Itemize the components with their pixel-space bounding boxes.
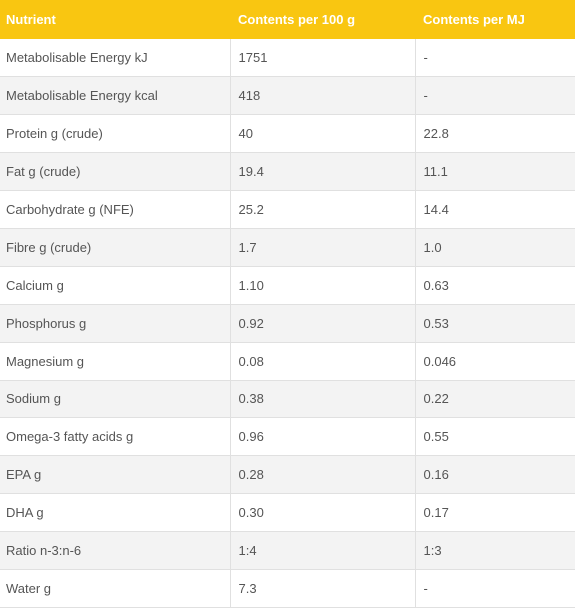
cell-per-mj: 0.22: [415, 380, 575, 419]
table-row: Fat g (crude) 19.4 11.1: [0, 152, 575, 192]
table-row: Ratio n-3:n-6 1:4 1:3: [0, 531, 575, 570]
cell-per-mj: -: [415, 39, 575, 78]
cell-per-100g: 418: [230, 76, 416, 116]
cell-nutrient: Sodium g: [0, 380, 231, 419]
cell-per-100g: 1:4: [230, 531, 416, 570]
table-row: Water g 7.3 -: [0, 569, 575, 608]
table-row: Carbohydrate g (NFE) 25.2 14.4: [0, 190, 575, 229]
cell-nutrient: Ratio n-3:n-6: [0, 531, 231, 570]
cell-per-100g: 0.30: [230, 493, 416, 533]
table-row: Protein g (crude) 40 22.8: [0, 114, 575, 154]
cell-nutrient: Calcium g: [0, 266, 231, 305]
table-row: Fibre g (crude) 1.7 1.0: [0, 228, 575, 267]
cell-per-mj: 0.17: [415, 493, 575, 533]
table-body: Metabolisable Energy kJ 1751 - Metabolis…: [0, 39, 575, 608]
cell-per-100g: 19.4: [230, 152, 416, 192]
cell-nutrient: Metabolisable Energy kcal: [0, 76, 231, 116]
cell-per-100g: 7.3: [230, 569, 416, 608]
header-per-mj: Contents per MJ: [423, 12, 525, 27]
cell-per-100g: 40: [230, 114, 416, 154]
cell-per-mj: 0.63: [415, 266, 575, 305]
header-per-100g: Contents per 100 g: [238, 12, 356, 27]
cell-nutrient: Phosphorus g: [0, 304, 231, 343]
cell-per-mj: 0.16: [415, 455, 575, 495]
cell-per-mj: 0.046: [415, 342, 575, 381]
cell-per-mj: 11.1: [415, 152, 575, 192]
cell-per-100g: 0.08: [230, 342, 416, 381]
table-row: Sodium g 0.38 0.22: [0, 380, 575, 419]
cell-per-mj: 0.53: [415, 304, 575, 343]
table-row: Omega-3 fatty acids g 0.96 0.55: [0, 417, 575, 457]
cell-per-100g: 1.10: [230, 266, 416, 305]
cell-nutrient: Fibre g (crude): [0, 228, 231, 267]
table-row: DHA g 0.30 0.17: [0, 493, 575, 533]
cell-per-mj: 0.55: [415, 417, 575, 457]
cell-nutrient: Magnesium g: [0, 342, 231, 381]
cell-nutrient: Water g: [0, 569, 231, 608]
cell-nutrient: Omega-3 fatty acids g: [0, 417, 231, 457]
cell-per-100g: 1.7: [230, 228, 416, 267]
cell-per-mj: 1.0: [415, 228, 575, 267]
cell-nutrient: Carbohydrate g (NFE): [0, 190, 231, 229]
table-row: Metabolisable Energy kJ 1751 -: [0, 39, 575, 78]
table-row: Phosphorus g 0.92 0.53: [0, 304, 575, 343]
cell-per-mj: -: [415, 569, 575, 608]
cell-nutrient: EPA g: [0, 455, 231, 495]
cell-per-100g: 0.38: [230, 380, 416, 419]
header-row: Nutrient Contents per 100 g Contents per…: [0, 0, 575, 39]
cell-per-100g: 0.92: [230, 304, 416, 343]
cell-per-100g: 0.28: [230, 455, 416, 495]
cell-nutrient: DHA g: [0, 493, 231, 533]
cell-per-mj: 14.4: [415, 190, 575, 229]
cell-nutrient: Metabolisable Energy kJ: [0, 39, 231, 78]
cell-nutrient: Protein g (crude): [0, 114, 231, 154]
header-nutrient: Nutrient: [6, 12, 56, 27]
table-header: Nutrient Contents per 100 g Contents per…: [0, 0, 575, 39]
table-row: Magnesium g 0.08 0.046: [0, 342, 575, 381]
cell-per-100g: 0.96: [230, 417, 416, 457]
cell-per-mj: 1:3: [415, 531, 575, 570]
cell-per-100g: 1751: [230, 39, 416, 78]
table-row: Calcium g 1.10 0.63: [0, 266, 575, 305]
cell-per-mj: 22.8: [415, 114, 575, 154]
table-row: EPA g 0.28 0.16: [0, 455, 575, 495]
cell-per-100g: 25.2: [230, 190, 416, 229]
table-row: Metabolisable Energy kcal 418 -: [0, 76, 575, 116]
cell-nutrient: Fat g (crude): [0, 152, 231, 192]
cell-per-mj: -: [415, 76, 575, 116]
